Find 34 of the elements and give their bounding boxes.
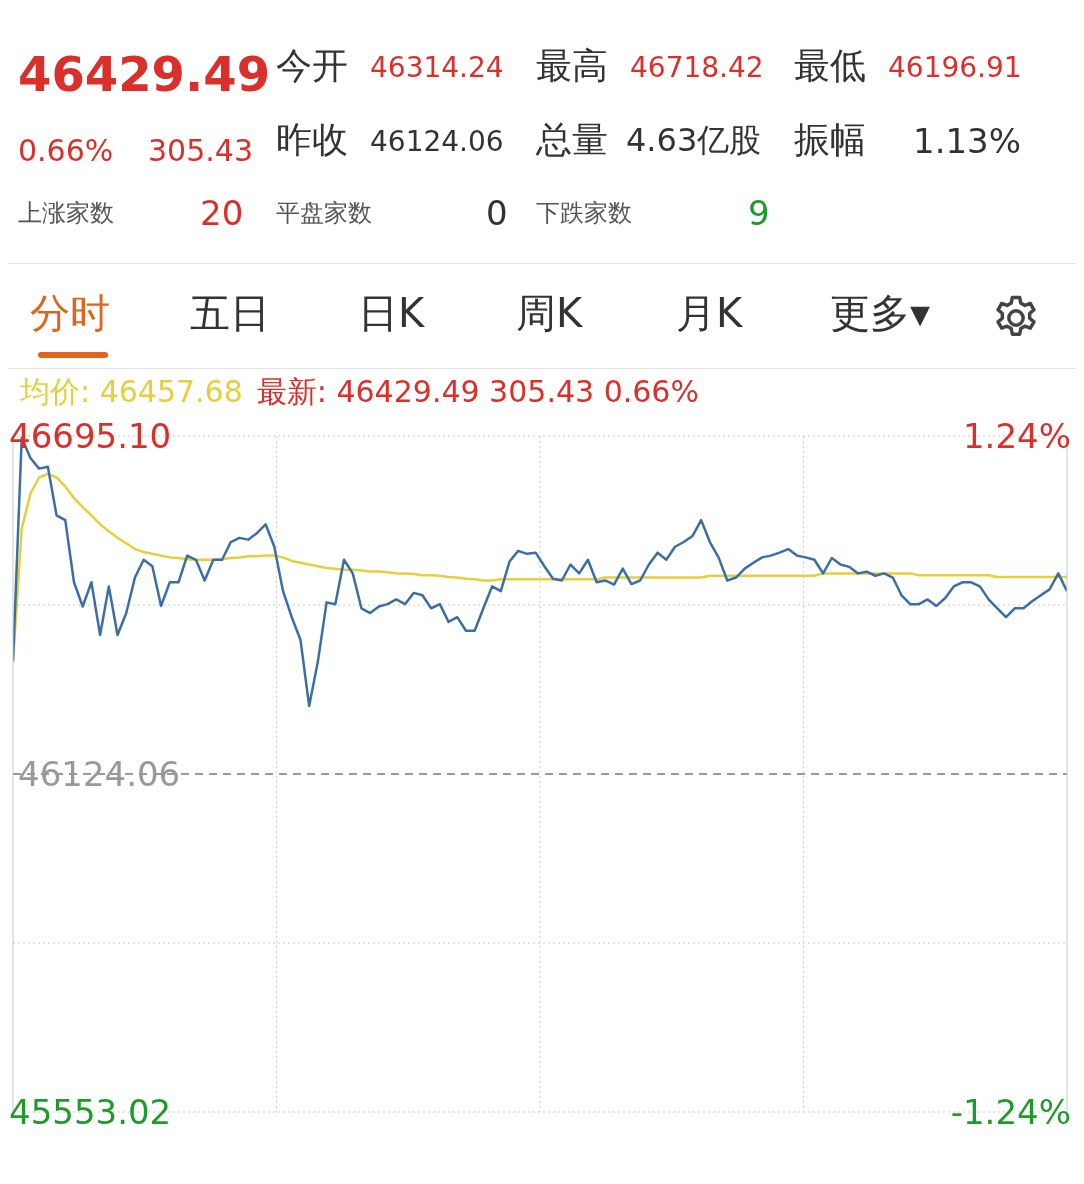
text: 五日: [190, 290, 270, 336]
text: 46124.06: [370, 125, 504, 158]
text: 46718.42: [630, 51, 764, 84]
text: 最高: [536, 45, 608, 86]
text: 月K: [676, 290, 743, 336]
y-tick-label: 45553.02: [9, 1091, 172, 1132]
text: 1.13%: [913, 121, 1022, 161]
text: 周K: [516, 290, 583, 336]
text: 最低: [794, 45, 866, 86]
text: 9: [748, 193, 770, 233]
text: 0: [486, 193, 508, 233]
text: 分时: [30, 290, 110, 336]
text: 平盘家数: [276, 199, 372, 227]
text: 上涨家数: [18, 199, 114, 227]
text: 总量: [536, 119, 608, 160]
text: 均价: 46457.68: [20, 372, 243, 411]
y2-tick-label: 1.24%: [962, 415, 1071, 456]
text: 最新: 46429.49 305.43 0.66%: [256, 372, 699, 411]
text: 今开: [276, 45, 348, 86]
ref-line-label: 46124.06: [18, 754, 181, 795]
text: 日K: [358, 290, 425, 336]
text: 305.43: [148, 133, 253, 168]
text: 更多▾: [830, 290, 931, 336]
text: 昨收: [276, 119, 348, 160]
text: 46196.91: [888, 51, 1022, 84]
y2-tick-label: -1.24%: [950, 1091, 1071, 1132]
text: 20: [200, 193, 244, 233]
text: 46314.24: [370, 51, 504, 84]
text: 下跌家数: [536, 199, 632, 227]
text: 0.66%: [18, 133, 114, 168]
text: 46429.49: [18, 46, 271, 102]
text: 4.63亿股: [626, 121, 762, 159]
text: 振幅: [794, 119, 866, 160]
y-tick-label: 46695.10: [9, 415, 172, 456]
